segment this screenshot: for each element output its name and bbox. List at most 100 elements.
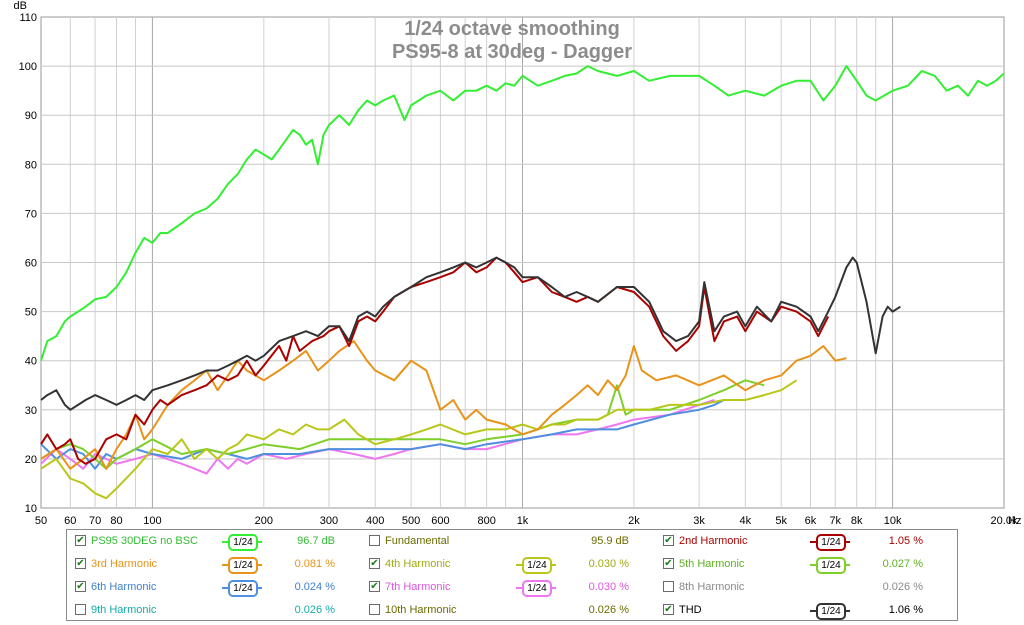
smoothing-badge[interactable]: 1/24	[222, 580, 262, 597]
series-7th-harmonic	[40, 399, 715, 475]
legend-checkbox[interactable]	[369, 535, 380, 546]
legend-checkbox[interactable]: ✔	[75, 581, 86, 592]
smoothing-label: 1/24	[816, 603, 846, 620]
legend-label: 2nd Harmonic	[679, 535, 748, 547]
legend-panel: ✔ PS95 30DEG no BSC 1/24 96.7 dB Fundamental…	[66, 529, 958, 621]
legend-checkbox[interactable]: ✔	[369, 581, 380, 592]
x-tick-label: 400	[366, 515, 384, 527]
x-tick-label: 800	[477, 515, 495, 527]
x-tick-label: 60	[64, 515, 76, 527]
smoothing-label: 1/24	[228, 534, 258, 551]
x-tick-label: 7k	[829, 515, 841, 527]
legend-checkbox[interactable]: ✔	[369, 558, 380, 569]
smoothing-label: 1/24	[816, 557, 846, 574]
smoothing-label: 1/24	[522, 580, 552, 597]
x-axis-unit: Hz	[1008, 515, 1021, 527]
x-tick-label: 50	[35, 515, 47, 527]
legend-row: 9th Harmonic 0.026 % 10th Harmonic 0.026 % ✔…	[67, 599, 957, 622]
series-thd	[40, 256, 901, 411]
x-tick-label: 8k	[851, 515, 863, 527]
legend-item: ✔ 3rd Harmonic 1/24 0.081 %	[75, 553, 365, 576]
legend-checkbox[interactable]	[75, 604, 86, 615]
smoothing-label: 1/24	[228, 557, 258, 574]
smoothing-badge[interactable]: 1/24	[516, 580, 556, 597]
legend-label: Fundamental	[385, 535, 450, 547]
legend-checkbox[interactable]	[369, 604, 380, 615]
legend-item: 8th Harmonic 0.026 %	[663, 576, 953, 599]
legend-item: Fundamental 95.9 dB	[369, 530, 659, 553]
series-4th-harmonic	[40, 379, 798, 500]
legend-checkbox[interactable]: ✔	[663, 535, 674, 546]
legend-value: 0.081 %	[294, 558, 335, 570]
legend-value: 95.9 dB	[591, 535, 629, 547]
x-tick-label: 5k	[775, 515, 787, 527]
legend-row: ✔ 6th Harmonic 1/24 0.024 % ✔ 7th Harmonic 1/2…	[67, 576, 957, 599]
legend-label: 6th Harmonic	[91, 581, 157, 593]
legend-label: 5th Harmonic	[679, 558, 745, 570]
legend-checkbox[interactable]: ✔	[75, 558, 86, 569]
smoothing-label: 1/24	[228, 580, 258, 597]
x-tick-label: 1k	[517, 515, 529, 527]
series-6th-harmonic	[40, 399, 725, 470]
legend-label: 7th Harmonic	[385, 581, 451, 593]
smoothing-badge[interactable]: 1/24	[222, 534, 262, 551]
smoothing-badge[interactable]: 1/24	[516, 557, 556, 574]
x-tick-label: 80	[110, 515, 122, 527]
legend-checkbox[interactable]: ✔	[663, 604, 674, 615]
legend-item: ✔ 2nd Harmonic 1/24 1.05 %	[663, 530, 953, 553]
legend-checkbox[interactable]: ✔	[663, 558, 674, 569]
legend-value: 1.05 %	[888, 535, 923, 547]
series-lines	[40, 65, 1005, 500]
y-tick-label: 80	[25, 159, 37, 171]
y-tick-label: 90	[25, 110, 37, 122]
series-3rd-harmonic	[40, 340, 847, 470]
x-tick-label: 2k	[628, 515, 640, 527]
y-tick-label: 20	[25, 454, 37, 466]
legend-value: 0.027 %	[882, 558, 923, 570]
legend-value: 0.026 %	[294, 604, 335, 616]
legend-label: 9th Harmonic	[91, 604, 157, 616]
legend-item: ✔ PS95 30DEG no BSC 1/24 96.7 dB	[75, 530, 365, 553]
x-tick-label: 600	[431, 515, 449, 527]
legend-value: 0.030 %	[588, 581, 629, 593]
y-tick-label: 50	[25, 307, 37, 319]
x-tick-label: 200	[255, 515, 273, 527]
y-tick-label: 10	[25, 503, 37, 515]
legend-item: ✔ 6th Harmonic 1/24 0.024 %	[75, 576, 365, 599]
x-tick-label: 3k	[693, 515, 705, 527]
legend-item: 9th Harmonic 0.026 %	[75, 599, 365, 622]
frequency-response-chart: 50 60 70 80 100 200 300 400 500 600 800 1k 2k 3k 4k 5k 6…	[14, 0, 1022, 527]
smoothing-badge[interactable]: 1/24	[810, 557, 850, 574]
smoothing-label: 1/24	[816, 534, 846, 551]
smoothing-badge[interactable]: 1/24	[810, 603, 850, 620]
legend-value: 1.06 %	[888, 604, 923, 616]
legend-item: ✔ 7th Harmonic 1/24 0.030 %	[369, 576, 659, 599]
y-tick-label: 70	[25, 208, 37, 220]
x-tick-label: 300	[320, 515, 338, 527]
legend-checkbox[interactable]: ✔	[75, 535, 86, 546]
series-ps95-30deg-no-bsc	[40, 65, 1005, 362]
legend-label: 8th Harmonic	[679, 581, 745, 593]
x-tick-label: 6k	[805, 515, 817, 527]
x-tick-label: 100	[143, 515, 161, 527]
grid-lines	[41, 17, 1004, 508]
legend-value: 96.7 dB	[297, 535, 335, 547]
legend-label: 3rd Harmonic	[91, 558, 158, 570]
legend-item: ✔ 4th Harmonic 1/24 0.030 %	[369, 553, 659, 576]
legend-item: 10th Harmonic 0.026 %	[369, 599, 659, 622]
smoothing-badge[interactable]: 1/24	[222, 557, 262, 574]
legend-value: 0.024 %	[294, 581, 335, 593]
x-tick-label: 500	[402, 515, 420, 527]
chart-title: 1/24 octave smoothing	[404, 18, 620, 40]
legend-item: ✔ THD 1/24 1.06 %	[663, 599, 953, 622]
x-tick-label: 4k	[740, 515, 752, 527]
y-tick-label: 60	[25, 258, 37, 270]
legend-value: 0.026 %	[882, 581, 923, 593]
y-tick-label: 40	[25, 356, 37, 368]
legend-value: 0.026 %	[588, 604, 629, 616]
smoothing-badge[interactable]: 1/24	[810, 534, 850, 551]
chart-subtitle: PS95-8 at 30deg - Dagger	[392, 41, 632, 63]
x-axis-ticks: 50 60 70 80 100 200 300 400 500 600 800 1k 2k 3k 4k 5k 6…	[35, 515, 1018, 527]
legend-checkbox[interactable]	[663, 581, 674, 592]
x-tick-label: 20.0k	[991, 515, 1018, 527]
